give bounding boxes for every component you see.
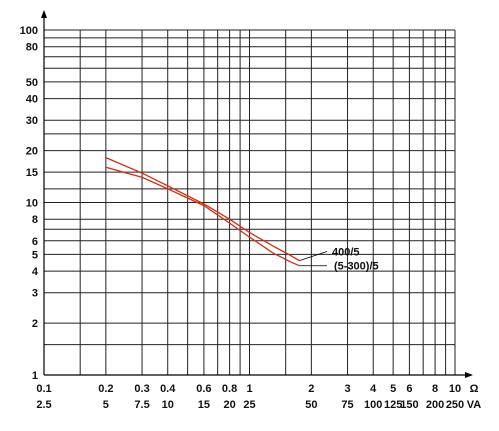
y-tick-label: 6 bbox=[32, 236, 38, 248]
x-tick-label-ohm: 5 bbox=[390, 383, 396, 395]
y-tick-label: 20 bbox=[26, 146, 38, 158]
x-unit-va: VA bbox=[467, 399, 482, 411]
y-tick-label: 10 bbox=[26, 198, 38, 210]
x-tick-label-va: 5 bbox=[103, 399, 109, 411]
x-tick-label-va: 75 bbox=[341, 399, 353, 411]
axes bbox=[41, 10, 473, 378]
x-tick-label-va: 50 bbox=[305, 399, 317, 411]
y-tick-label: 4 bbox=[32, 266, 39, 278]
x-tick-label-ohm: 0.2 bbox=[98, 383, 113, 395]
x-tick-label-ohm: 6 bbox=[406, 383, 412, 395]
x-tick-label-ohm: 10 bbox=[449, 383, 461, 395]
x-tick-label-va: 2.5 bbox=[36, 399, 51, 411]
y-tick-label: 30 bbox=[26, 115, 38, 127]
x-tick-label-va: 150 bbox=[400, 399, 418, 411]
x-tick-label-va: 100 bbox=[364, 399, 382, 411]
series-line bbox=[105, 166, 300, 267]
x-tick-label-ohm: 0.1 bbox=[36, 383, 51, 395]
y-tick-label: 15 bbox=[26, 167, 38, 179]
x-tick-label-va: 250 bbox=[446, 399, 464, 411]
x-tick-label-va: 20 bbox=[223, 399, 235, 411]
x-tick-label-ohm: 0.4 bbox=[160, 383, 176, 395]
grid bbox=[43, 29, 456, 376]
y-tick-label: 100 bbox=[20, 25, 38, 37]
tick-labels: 1234568101520304050801000.12.50.250.37.5… bbox=[20, 25, 482, 411]
y-tick-label: 40 bbox=[26, 94, 38, 106]
x-tick-label-ohm: 4 bbox=[370, 383, 377, 395]
x-tick-label-ohm: 0.8 bbox=[222, 383, 237, 395]
y-tick-label: 50 bbox=[26, 77, 38, 89]
y-tick-label: 80 bbox=[26, 42, 38, 54]
legend: 400/5 (5-300)/5 bbox=[299, 246, 379, 273]
x-tick-label-va: 125 bbox=[384, 399, 402, 411]
x-tick-label-va: 25 bbox=[243, 399, 255, 411]
x-unit-ohm: Ω bbox=[470, 383, 479, 395]
legend-label: 400/5 bbox=[332, 246, 360, 258]
x-tick-label-va: 15 bbox=[198, 399, 210, 411]
x-axis-arrow bbox=[465, 372, 473, 378]
x-tick-label-ohm: 2 bbox=[308, 383, 314, 395]
y-tick-label: 8 bbox=[32, 214, 38, 226]
x-tick-label-ohm: 0.6 bbox=[196, 383, 211, 395]
series-line bbox=[105, 157, 300, 262]
y-tick-label: 5 bbox=[32, 249, 38, 261]
legend-leader-line bbox=[299, 251, 328, 262]
x-tick-label-ohm: 8 bbox=[432, 383, 438, 395]
x-tick-label-ohm: 3 bbox=[344, 383, 350, 395]
x-tick-label-va: 200 bbox=[426, 399, 444, 411]
y-axis-arrow bbox=[41, 10, 47, 18]
y-tick-label: 1 bbox=[32, 370, 38, 382]
legend-label: (5-300)/5 bbox=[334, 261, 379, 273]
y-tick-label: 2 bbox=[32, 318, 38, 330]
x-tick-label-ohm: 1 bbox=[246, 383, 252, 395]
x-tick-label-va: 10 bbox=[162, 399, 174, 411]
x-tick-label-va: 7.5 bbox=[134, 399, 149, 411]
series-group bbox=[105, 157, 300, 267]
y-tick-label: 3 bbox=[32, 288, 38, 300]
x-tick-label-ohm: 0.3 bbox=[134, 383, 149, 395]
